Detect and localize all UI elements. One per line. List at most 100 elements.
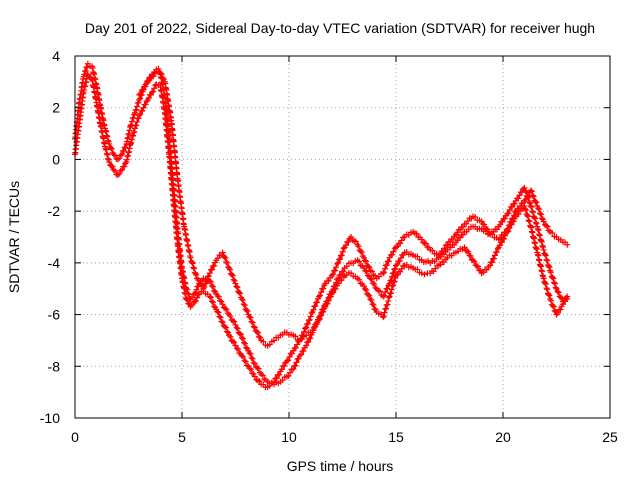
data-point-interp bbox=[84, 64, 91, 71]
data-point-interp bbox=[340, 268, 347, 275]
data-point-interp bbox=[365, 291, 372, 298]
data-point-interp bbox=[363, 268, 370, 275]
data-point-interp bbox=[334, 260, 341, 267]
data-point bbox=[106, 159, 113, 166]
data-point bbox=[251, 324, 258, 331]
data-point-interp bbox=[533, 220, 540, 227]
data-point bbox=[119, 151, 126, 158]
data-point-interp bbox=[361, 285, 368, 292]
data-point-interp bbox=[498, 239, 505, 246]
data-point-interp bbox=[223, 258, 230, 265]
data-point bbox=[131, 109, 138, 116]
data-point bbox=[335, 280, 342, 287]
data-point-interp bbox=[489, 231, 496, 238]
data-point-interp bbox=[231, 339, 238, 346]
data-point-interp bbox=[310, 325, 317, 332]
data-point bbox=[322, 303, 329, 310]
data-point-interp bbox=[230, 276, 237, 283]
data-point-interp bbox=[259, 372, 266, 379]
data-point bbox=[191, 298, 198, 305]
data-point-interp bbox=[151, 85, 158, 92]
data-point-interp bbox=[233, 324, 240, 331]
data-point-interp bbox=[339, 248, 346, 255]
data-point-interp bbox=[158, 71, 165, 78]
data-point-interp bbox=[218, 318, 225, 325]
data-point-interp bbox=[197, 281, 204, 288]
data-point-interp bbox=[511, 200, 518, 207]
data-point-interp bbox=[501, 235, 508, 242]
data-point-interp bbox=[134, 118, 141, 125]
data-point-interp bbox=[195, 276, 202, 283]
data-point bbox=[219, 249, 226, 256]
data-point-interp bbox=[243, 307, 250, 314]
data-point-interp bbox=[536, 210, 543, 217]
data-point-interp bbox=[160, 76, 167, 83]
x-tick-label: 25 bbox=[602, 429, 618, 445]
data-point-interp bbox=[549, 274, 556, 281]
data-point-interp bbox=[528, 204, 535, 211]
data-point-interp bbox=[562, 297, 569, 304]
data-point-interp bbox=[314, 299, 321, 306]
data-point bbox=[251, 360, 258, 367]
data-point-interp bbox=[184, 296, 191, 303]
data-point-interp bbox=[372, 284, 379, 291]
data-point bbox=[564, 293, 571, 300]
data-point-interp bbox=[490, 255, 497, 262]
data-point bbox=[206, 270, 213, 277]
data-point-interp bbox=[472, 214, 479, 221]
data-point-interp bbox=[207, 294, 214, 301]
data-point bbox=[140, 104, 147, 111]
data-point-interp bbox=[305, 338, 312, 345]
data-point-interp bbox=[102, 145, 109, 152]
data-point bbox=[470, 257, 477, 264]
data-point bbox=[335, 259, 342, 266]
data-point-interp bbox=[555, 289, 562, 296]
data-point bbox=[367, 296, 374, 303]
data-point-interp bbox=[525, 217, 532, 224]
data-point-interp bbox=[310, 306, 317, 313]
data-point-interp bbox=[332, 285, 339, 292]
data-point-interp bbox=[557, 306, 564, 313]
data-point-interp bbox=[234, 284, 241, 291]
data-point-interp bbox=[190, 264, 197, 271]
data-point-interp bbox=[226, 266, 233, 273]
y-tick-label: 4 bbox=[52, 48, 60, 64]
data-point-interp bbox=[522, 205, 529, 212]
data-point-interp bbox=[539, 242, 546, 249]
data-point-interp bbox=[491, 252, 498, 259]
data-point-interp bbox=[241, 302, 248, 309]
data-point-interp bbox=[516, 192, 523, 199]
data-point-interp bbox=[308, 310, 315, 317]
data-point-interp bbox=[109, 163, 116, 170]
data-point-interp bbox=[306, 316, 313, 323]
data-point-interp bbox=[105, 155, 112, 162]
data-point bbox=[386, 293, 393, 300]
data-point-interp bbox=[248, 318, 255, 325]
data-point-interp bbox=[293, 359, 300, 366]
data-point-interp bbox=[240, 301, 247, 308]
data-point bbox=[131, 125, 138, 132]
data-point-interp bbox=[368, 297, 375, 304]
data-point-interp bbox=[385, 294, 392, 301]
data-point-interp bbox=[231, 277, 238, 284]
data-point-interp bbox=[501, 215, 508, 222]
data-point-interp bbox=[229, 272, 236, 279]
data-point-interp bbox=[340, 245, 347, 252]
data-point-interp bbox=[532, 198, 539, 205]
data-point-interp bbox=[529, 209, 536, 216]
data-point-interp bbox=[536, 231, 543, 238]
data-point-interp bbox=[544, 257, 551, 264]
data-point bbox=[232, 321, 239, 328]
data-point-interp bbox=[338, 252, 345, 259]
data-point-interp bbox=[250, 359, 257, 366]
data-point-interp bbox=[366, 292, 373, 299]
chart-title: Day 201 of 2022, Sidereal Day-to-day VTE… bbox=[85, 20, 595, 36]
data-point-interp bbox=[313, 321, 320, 328]
data-point-interp bbox=[211, 303, 218, 310]
data-point bbox=[155, 65, 162, 72]
data-point-interp bbox=[505, 210, 512, 217]
data-point-interp bbox=[312, 302, 319, 309]
data-point-interp bbox=[223, 306, 230, 313]
data-point-interp bbox=[250, 323, 257, 330]
data-point bbox=[303, 342, 310, 349]
